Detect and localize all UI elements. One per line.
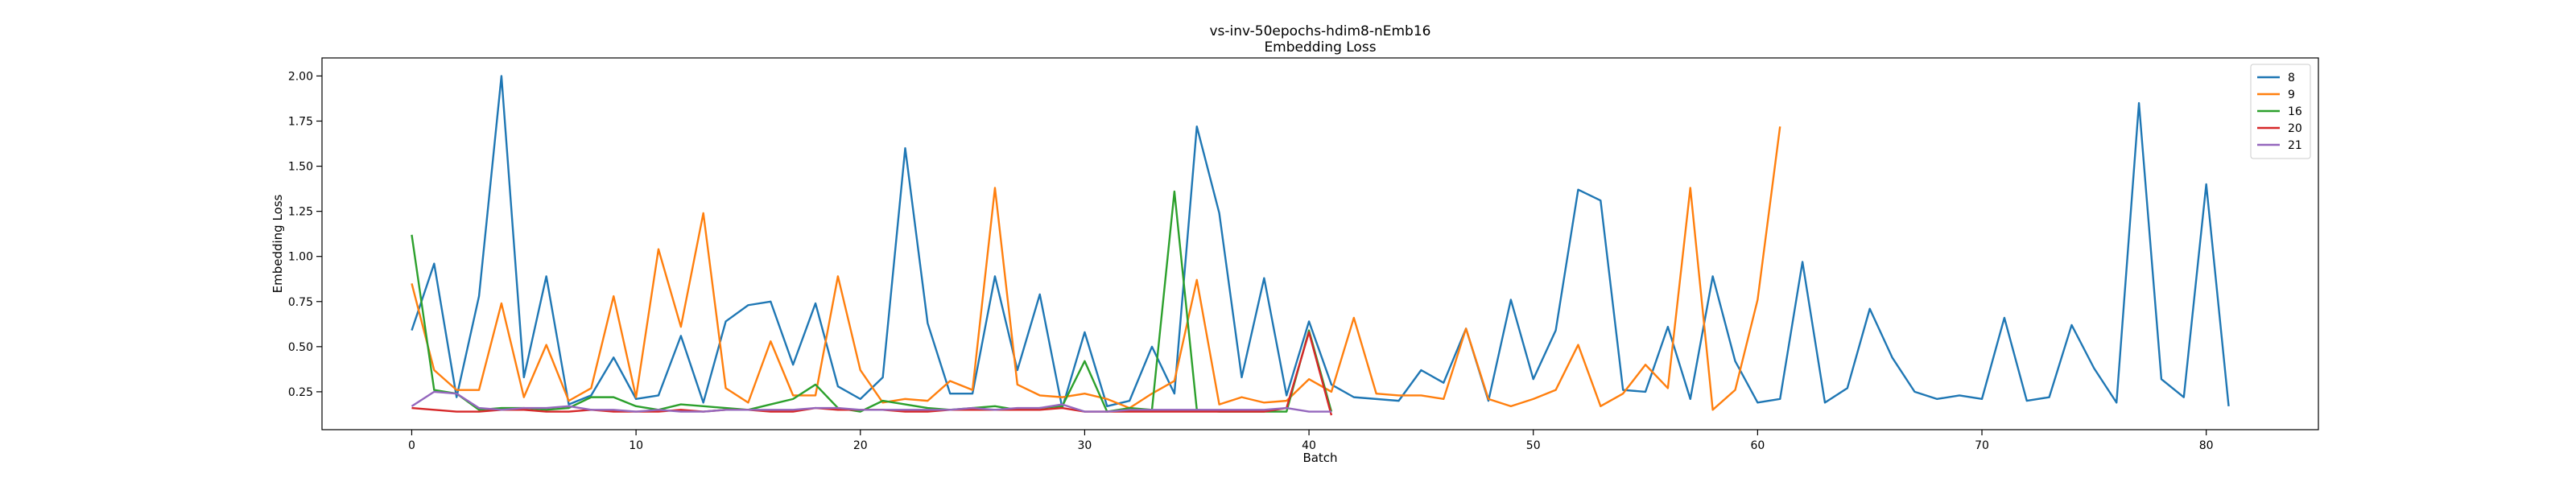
legend-label: 16 bbox=[2288, 105, 2302, 118]
x-tick-label: 60 bbox=[1750, 439, 1765, 452]
y-axis-label: Embedding Loss bbox=[270, 194, 285, 293]
legend-label: 8 bbox=[2288, 72, 2295, 84]
x-tick-label: 50 bbox=[1526, 439, 1541, 452]
x-tick-label: 30 bbox=[1078, 439, 1092, 452]
chart-title: vs-inv-50epochs-hdim8-nEmb16 bbox=[1210, 23, 1431, 39]
x-tick-label: 10 bbox=[629, 439, 643, 452]
y-tick-label: 0.50 bbox=[288, 341, 313, 354]
series-line-8 bbox=[411, 75, 2230, 410]
legend-label: 21 bbox=[2288, 139, 2302, 152]
y-tick-label: 2.00 bbox=[288, 70, 313, 83]
x-tick-label: 70 bbox=[1975, 439, 1989, 452]
legend: 8 9 16 20 21 bbox=[2250, 64, 2311, 159]
y-tick-label: 1.50 bbox=[288, 161, 313, 174]
x-tick-label: 0 bbox=[408, 439, 415, 452]
x-axis-label: Batch bbox=[1302, 451, 1337, 465]
legend-label: 20 bbox=[2288, 122, 2302, 135]
series-line-21 bbox=[411, 390, 1331, 413]
y-tick-label: 0.25 bbox=[288, 386, 313, 399]
legend-label: 9 bbox=[2288, 89, 2295, 101]
y-tick-label: 1.75 bbox=[288, 115, 313, 128]
y-tick-label: 1.00 bbox=[288, 251, 313, 264]
plot-frame bbox=[321, 57, 2319, 430]
y-tick-label: 0.75 bbox=[288, 296, 313, 309]
legend-box bbox=[2250, 64, 2311, 159]
y-tick-label: 1.25 bbox=[288, 206, 313, 219]
series-line-16 bbox=[411, 190, 1333, 413]
x-tick-label: 20 bbox=[853, 439, 868, 452]
x-tick-label: 40 bbox=[1302, 439, 1316, 452]
x-tick-label: 80 bbox=[2199, 439, 2214, 452]
chart-subtitle: Embedding Loss bbox=[1264, 39, 1376, 56]
series-line-9 bbox=[411, 126, 1781, 411]
